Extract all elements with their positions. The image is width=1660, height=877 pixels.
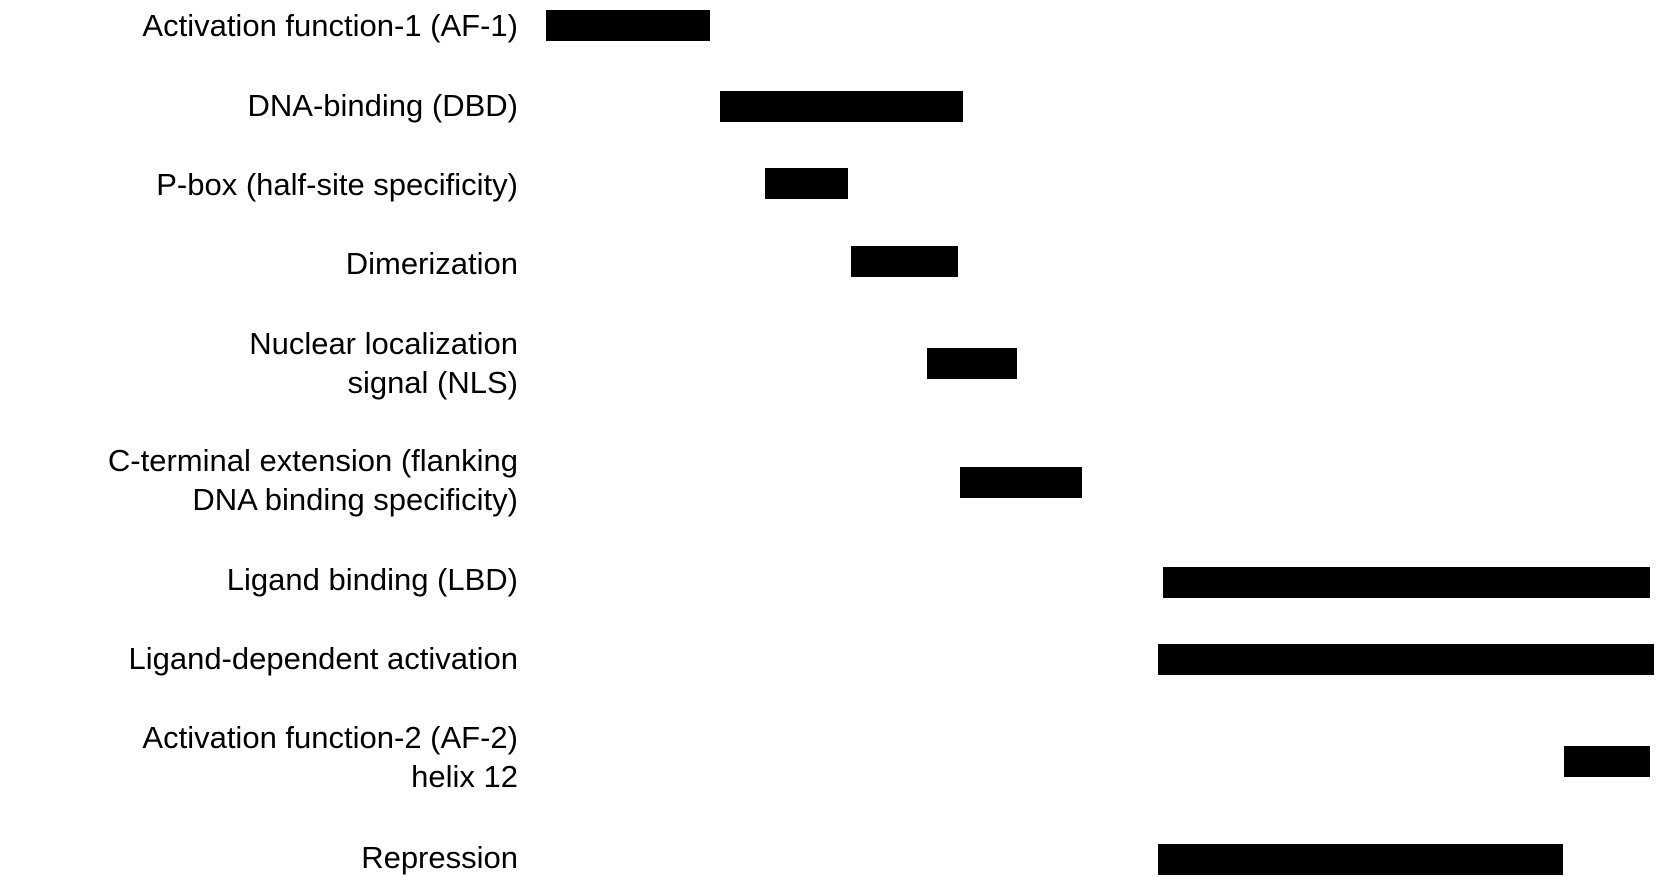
domain-label-line: Activation function-1 (AF-1) (142, 8, 518, 43)
domain-label-line: DNA-binding (DBD) (247, 88, 518, 123)
domain-label: Ligand-dependent activation (128, 639, 518, 678)
domain-label-line: signal (NLS) (347, 365, 518, 400)
domain-label-line: P-box (half-site specificity) (156, 167, 518, 202)
domain-bar (1163, 567, 1650, 598)
domain-label: Dimerization (346, 244, 518, 283)
domain-label: Repression (361, 838, 518, 877)
domain-label-line: Nuclear localization (249, 326, 518, 361)
domain-label: Ligand binding (LBD) (227, 560, 518, 599)
domain-label-line: Dimerization (345, 246, 518, 281)
domain-label: Nuclear localization signal (NLS) (249, 324, 518, 402)
domain-label-line: Activation function-2 (AF-2) (142, 720, 518, 755)
domain-bar (1564, 746, 1650, 777)
domain-label: C-terminal extension (flanking DNA bindi… (108, 441, 518, 519)
domain-bar (927, 348, 1017, 379)
domain-label-line: helix 12 (411, 759, 518, 794)
domain-label-line: C-terminal extension (flanking (107, 443, 518, 478)
domain-label-line: Repression (361, 840, 518, 875)
domain-bar (765, 168, 848, 199)
domain-label-line: Ligand-dependent activation (128, 641, 518, 676)
domain-label: Activation function-2 (AF-2) helix 12 (142, 718, 518, 796)
domain-bar (720, 91, 963, 122)
domain-label-line: DNA binding specificity) (192, 482, 518, 517)
domain-bar (546, 10, 710, 41)
domain-label: DNA-binding (DBD) (248, 86, 518, 125)
domain-bar (1158, 844, 1563, 875)
domain-label: P-box (half-site specificity) (156, 165, 518, 204)
domain-bar (1158, 644, 1654, 675)
domain-bar (851, 246, 958, 277)
domain-bar (960, 467, 1082, 498)
domain-label-line: Ligand binding (LBD) (226, 562, 518, 597)
domain-label: Activation function-1 (AF-1) (142, 6, 518, 45)
